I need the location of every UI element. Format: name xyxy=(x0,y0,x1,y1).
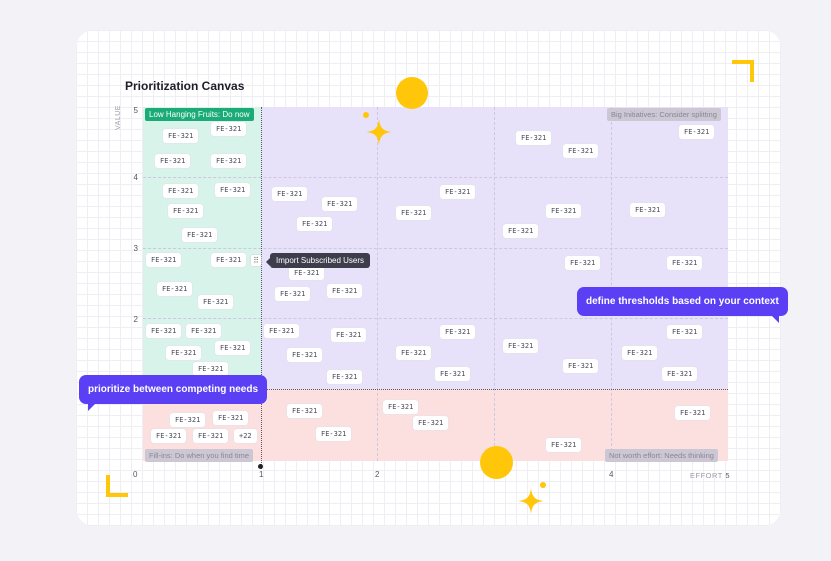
feature-card[interactable]: FE-321 xyxy=(563,359,599,373)
feature-card[interactable]: FE-321 xyxy=(198,295,234,309)
sparkle-icon xyxy=(366,119,392,145)
feature-card[interactable]: FE-321 xyxy=(327,284,363,298)
feature-card[interactable]: FE-321 xyxy=(667,256,703,270)
grid-line xyxy=(494,107,495,461)
feature-card[interactable]: FE-321 xyxy=(170,413,206,427)
grid-line xyxy=(143,177,728,178)
feature-card[interactable]: FE-321 xyxy=(151,429,187,443)
feature-card[interactable]: FE-321 xyxy=(213,411,249,425)
feature-tooltip: Import Subscribed Users xyxy=(265,253,371,268)
feature-card[interactable]: FE-321 xyxy=(211,253,247,267)
feature-card[interactable]: FE-321 xyxy=(503,339,539,353)
grid-line xyxy=(143,248,728,249)
threshold-handle-dot[interactable] xyxy=(258,464,263,469)
feature-card[interactable]: FE-321 xyxy=(287,404,323,418)
y-axis-title: VALUE xyxy=(115,105,122,130)
drag-handle-icon[interactable]: ⠿ xyxy=(251,255,261,266)
feature-card[interactable]: FE-321 xyxy=(327,370,363,384)
feature-card[interactable]: FE-321 xyxy=(264,324,300,338)
feature-card[interactable]: FE-321 xyxy=(297,217,333,231)
feature-card[interactable]: FE-321 xyxy=(215,341,251,355)
feature-card[interactable]: FE-321 xyxy=(679,125,715,139)
decorative-dot xyxy=(540,482,546,488)
feature-card[interactable]: FE-321 xyxy=(157,282,193,296)
feature-card[interactable]: FE-321 xyxy=(215,183,251,197)
feature-card[interactable]: FE-321 xyxy=(440,185,476,199)
feature-card[interactable]: FE-321 xyxy=(546,204,582,218)
feature-card[interactable]: FE-321 xyxy=(316,427,352,441)
feature-card[interactable]: FE-321 xyxy=(272,187,308,201)
overflow-count-badge[interactable]: +22 xyxy=(234,429,257,443)
feature-card[interactable]: FE-321 xyxy=(166,346,202,360)
value-threshold-line xyxy=(143,389,728,390)
feature-card[interactable]: FE-321 xyxy=(331,328,367,342)
feature-card[interactable]: FE-321 xyxy=(662,367,698,381)
feature-card[interactable]: FE-321 xyxy=(440,325,476,339)
feature-card[interactable]: FE-321 xyxy=(396,206,432,220)
feature-card[interactable]: FE-321 xyxy=(546,438,582,452)
page-title: Prioritization Canvas xyxy=(125,79,245,93)
feature-card[interactable]: FE-321 xyxy=(146,253,182,267)
decorative-dot xyxy=(363,112,369,118)
feature-card[interactable]: FE-321 xyxy=(186,324,222,338)
quadrant-label-big-initiatives: Big Initiatives: Consider splitting xyxy=(607,108,721,121)
feature-card[interactable]: FE-321 xyxy=(675,406,711,420)
feature-card[interactable]: FE-321 xyxy=(622,346,658,360)
y-tick: 4 xyxy=(133,173,138,182)
callout-right: define thresholds based on your context xyxy=(577,287,788,323)
feature-card[interactable]: FE-321 xyxy=(322,197,358,211)
quadrant-label-fill-ins: Fill-ins: Do when you find time xyxy=(145,449,254,462)
y-tick: 5 xyxy=(133,106,138,115)
feature-card[interactable]: FE-321 xyxy=(383,400,419,414)
corner-bracket-decoration xyxy=(732,60,754,82)
feature-card[interactable]: FE-321 xyxy=(211,154,247,168)
feature-card[interactable]: FE-321 xyxy=(163,129,199,143)
feature-card[interactable]: FE-321 xyxy=(155,154,191,168)
feature-card[interactable]: FE-321 xyxy=(630,203,666,217)
x-axis-title: EFFORT 5 xyxy=(690,471,730,480)
x-tick: 1 xyxy=(259,470,264,479)
feature-card[interactable]: FE-321 xyxy=(413,416,449,430)
feature-card[interactable]: FE-321 xyxy=(211,122,247,136)
feature-card[interactable]: FE-321 xyxy=(667,325,703,339)
feature-card[interactable]: FE-321 xyxy=(193,362,229,376)
feature-card[interactable]: FE-321 xyxy=(182,228,218,242)
quadrant-label-low-hanging: Low Hanging Fruits: Do now xyxy=(145,108,254,121)
x-tick: 0 xyxy=(133,470,138,479)
sparkle-icon xyxy=(518,488,544,514)
corner-bracket-decoration xyxy=(106,475,128,497)
grid-line xyxy=(611,107,612,461)
y-tick: 2 xyxy=(133,315,138,324)
feature-card[interactable]: FE-321 xyxy=(503,224,539,238)
feature-card[interactable]: FE-321 xyxy=(289,266,325,280)
grid-line xyxy=(143,318,728,319)
feature-card[interactable]: FE-321 xyxy=(168,204,204,218)
feature-card[interactable]: FE-321 xyxy=(287,348,323,362)
x-tick: 4 xyxy=(609,470,614,479)
callout-left: prioritize between competing needs xyxy=(79,375,268,411)
x-tick: 2 xyxy=(375,470,380,479)
feature-card[interactable]: FE-321 xyxy=(435,367,471,381)
quadrant-label-not-worth: Not worth effort: Needs thinking xyxy=(605,449,718,462)
feature-card[interactable]: FE-321 xyxy=(193,429,229,443)
feature-card[interactable]: FE-321 xyxy=(275,287,311,301)
feature-card[interactable]: FE-321 xyxy=(163,184,199,198)
feature-card[interactable]: FE-321 xyxy=(516,131,552,145)
feature-card[interactable]: FE-321 xyxy=(146,324,182,338)
decorative-circle xyxy=(480,446,513,479)
decorative-circle xyxy=(396,77,428,109)
feature-card[interactable]: FE-321 xyxy=(396,346,432,360)
grid-line xyxy=(377,107,378,461)
feature-card[interactable]: FE-321 xyxy=(563,144,599,158)
feature-card[interactable]: FE-321 xyxy=(565,256,601,270)
effort-threshold-line xyxy=(261,107,262,469)
y-tick: 3 xyxy=(133,244,138,253)
